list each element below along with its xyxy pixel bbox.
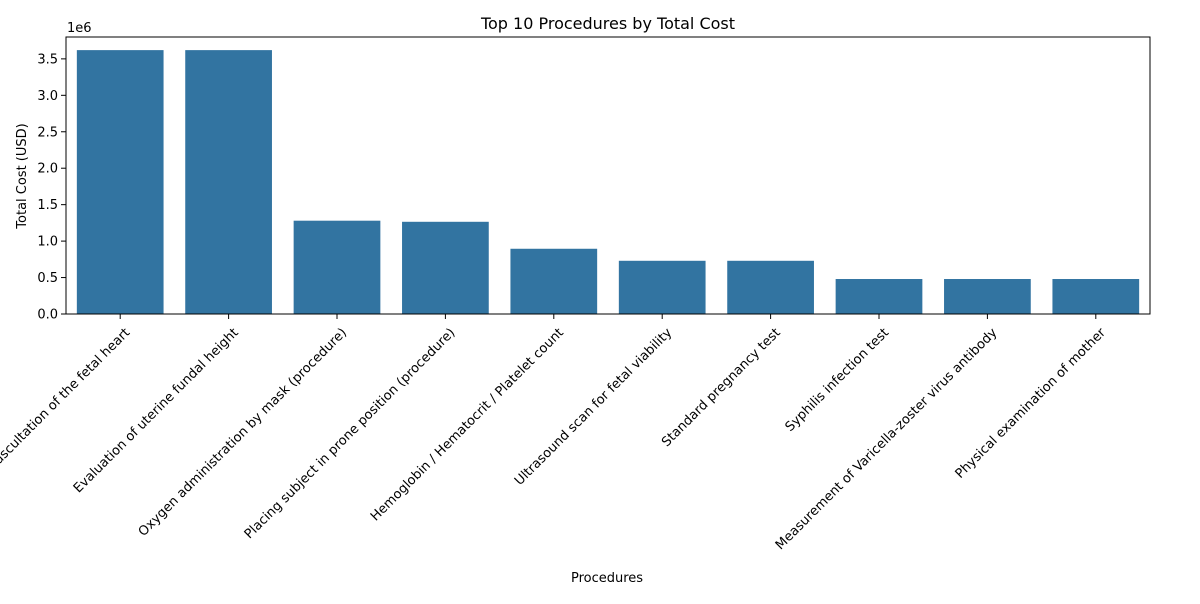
bar [1052,279,1140,314]
bar [835,279,923,314]
y-tick-label: 0.0 [37,308,58,323]
y-tick-label: 2.5 [37,125,58,140]
y-tick-label: 1.0 [37,235,58,250]
x-tick-label: Hemoglobin / Hematocrit / Platelet count [368,325,567,524]
bar [510,248,598,314]
x-tick-label: Placing subject in prone position (proce… [242,325,459,542]
y-tick-label: 1.5 [37,198,58,213]
bar [944,279,1031,314]
x-tick-label: Oxygen administration by mask (procedure… [136,325,350,539]
bar [727,260,814,314]
x-axis-label: Procedures [571,571,643,586]
y-tick-label: 3.0 [37,89,58,104]
bars-group [76,50,1140,314]
bar [618,260,706,314]
plot-frame [65,36,1151,315]
y-tick-label: 3.5 [37,52,58,67]
x-tick-label: Syphilis infection test [783,325,892,434]
x-tick-label: Measurement of Varicella-zoster virus an… [773,325,1001,553]
y-axis-label: Total Cost (USD) [15,123,30,229]
chart-title: Top 10 Procedures by Total Cost [480,14,735,33]
y-tick-label: 2.0 [37,162,58,177]
x-axis: Auscultation of the fetal heartEvaluatio… [0,314,1109,553]
bar [185,50,272,314]
y-axis: 0.0 0.5 1.0 1.5 2.0 2.5 3.0 3.5 [37,52,66,323]
x-tick-label: Standard pregnancy test [659,325,784,450]
bar [76,50,164,314]
bar [402,221,489,314]
bar [293,220,381,314]
y-axis-offset-text: 1e6 [67,21,92,36]
y-tick-label: 0.5 [37,271,58,286]
